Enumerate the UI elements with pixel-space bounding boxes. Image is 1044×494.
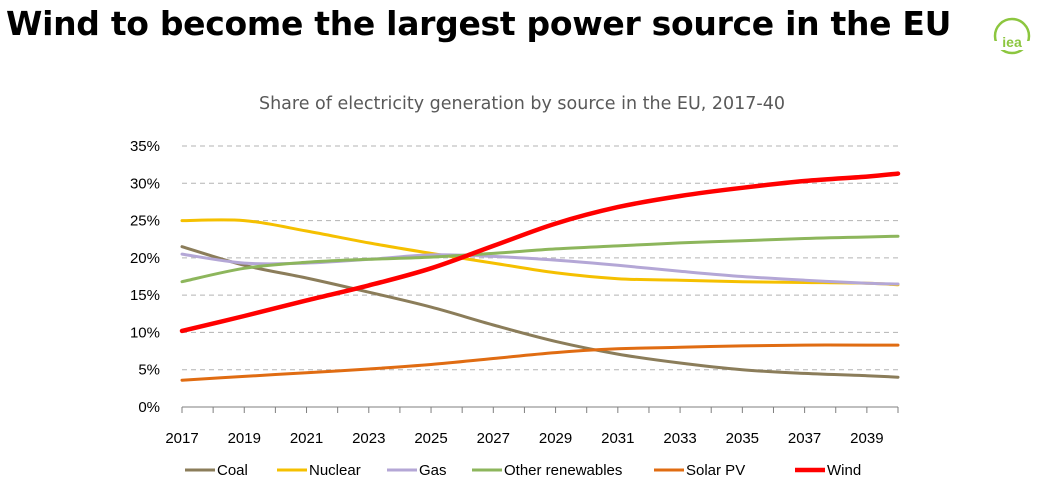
y-tick-label: 25% [130, 213, 160, 230]
x-tick-label: 2033 [663, 430, 696, 447]
legend-label-coal: Coal [217, 462, 248, 479]
legend-label-solar-pv: Solar PV [686, 462, 745, 479]
series-line-wind [179, 171, 901, 334]
y-tick-label: 5% [138, 362, 160, 379]
x-axis: 2017 2019 2021 2023 2025 2027 2029 2031 2033 2035… [165, 406, 899, 447]
x-tick-label: 2039 [850, 430, 883, 447]
series-lines [179, 171, 901, 382]
legend-label-gas: Gas [419, 462, 447, 479]
x-tick-label: 2023 [352, 430, 385, 447]
y-tick-label: 35% [130, 138, 160, 155]
legend: Coal Nuclear Gas Other renewables Solar PV Wi… [185, 462, 861, 479]
legend-label-other-renewables: Other renewables [504, 462, 622, 479]
series-line-coal [180, 245, 900, 379]
x-tick-label: 2017 [165, 430, 198, 447]
legend-label-wind: Wind [827, 462, 861, 479]
x-tick-label: 2025 [414, 430, 447, 447]
chart-title: Share of electricity generation by sourc… [259, 94, 785, 114]
x-tick-label: 2035 [726, 430, 759, 447]
y-tick-label: 10% [130, 324, 160, 341]
x-tick-label: 2019 [228, 430, 261, 447]
y-axis-ticks: 0% 5% 10% 15% 20% 25% 30% 35% [130, 138, 160, 416]
page-headline: Wind to become the largest power source … [6, 4, 952, 43]
y-tick-label: 15% [130, 287, 160, 304]
x-tick-label: 2027 [477, 430, 510, 447]
iea-logo: iea [992, 17, 1032, 55]
y-tick-label: 20% [130, 250, 160, 267]
legend-label-nuclear: Nuclear [309, 462, 361, 479]
x-tick-label: 2031 [601, 430, 634, 447]
series-line-solar-pv [180, 343, 900, 382]
x-tick-label: 2021 [290, 430, 323, 447]
x-tick-label: 2029 [539, 430, 572, 447]
series-line-gas [180, 252, 900, 286]
series-line-other-renewables [180, 234, 900, 284]
y-tick-label: 30% [130, 175, 160, 192]
iea-logo-text: iea [1002, 34, 1022, 50]
series-line-nuclear [180, 218, 900, 287]
x-tick-label: 2037 [788, 430, 821, 447]
y-tick-label: 0% [138, 399, 160, 416]
iea-logo-ring [993, 17, 1031, 55]
